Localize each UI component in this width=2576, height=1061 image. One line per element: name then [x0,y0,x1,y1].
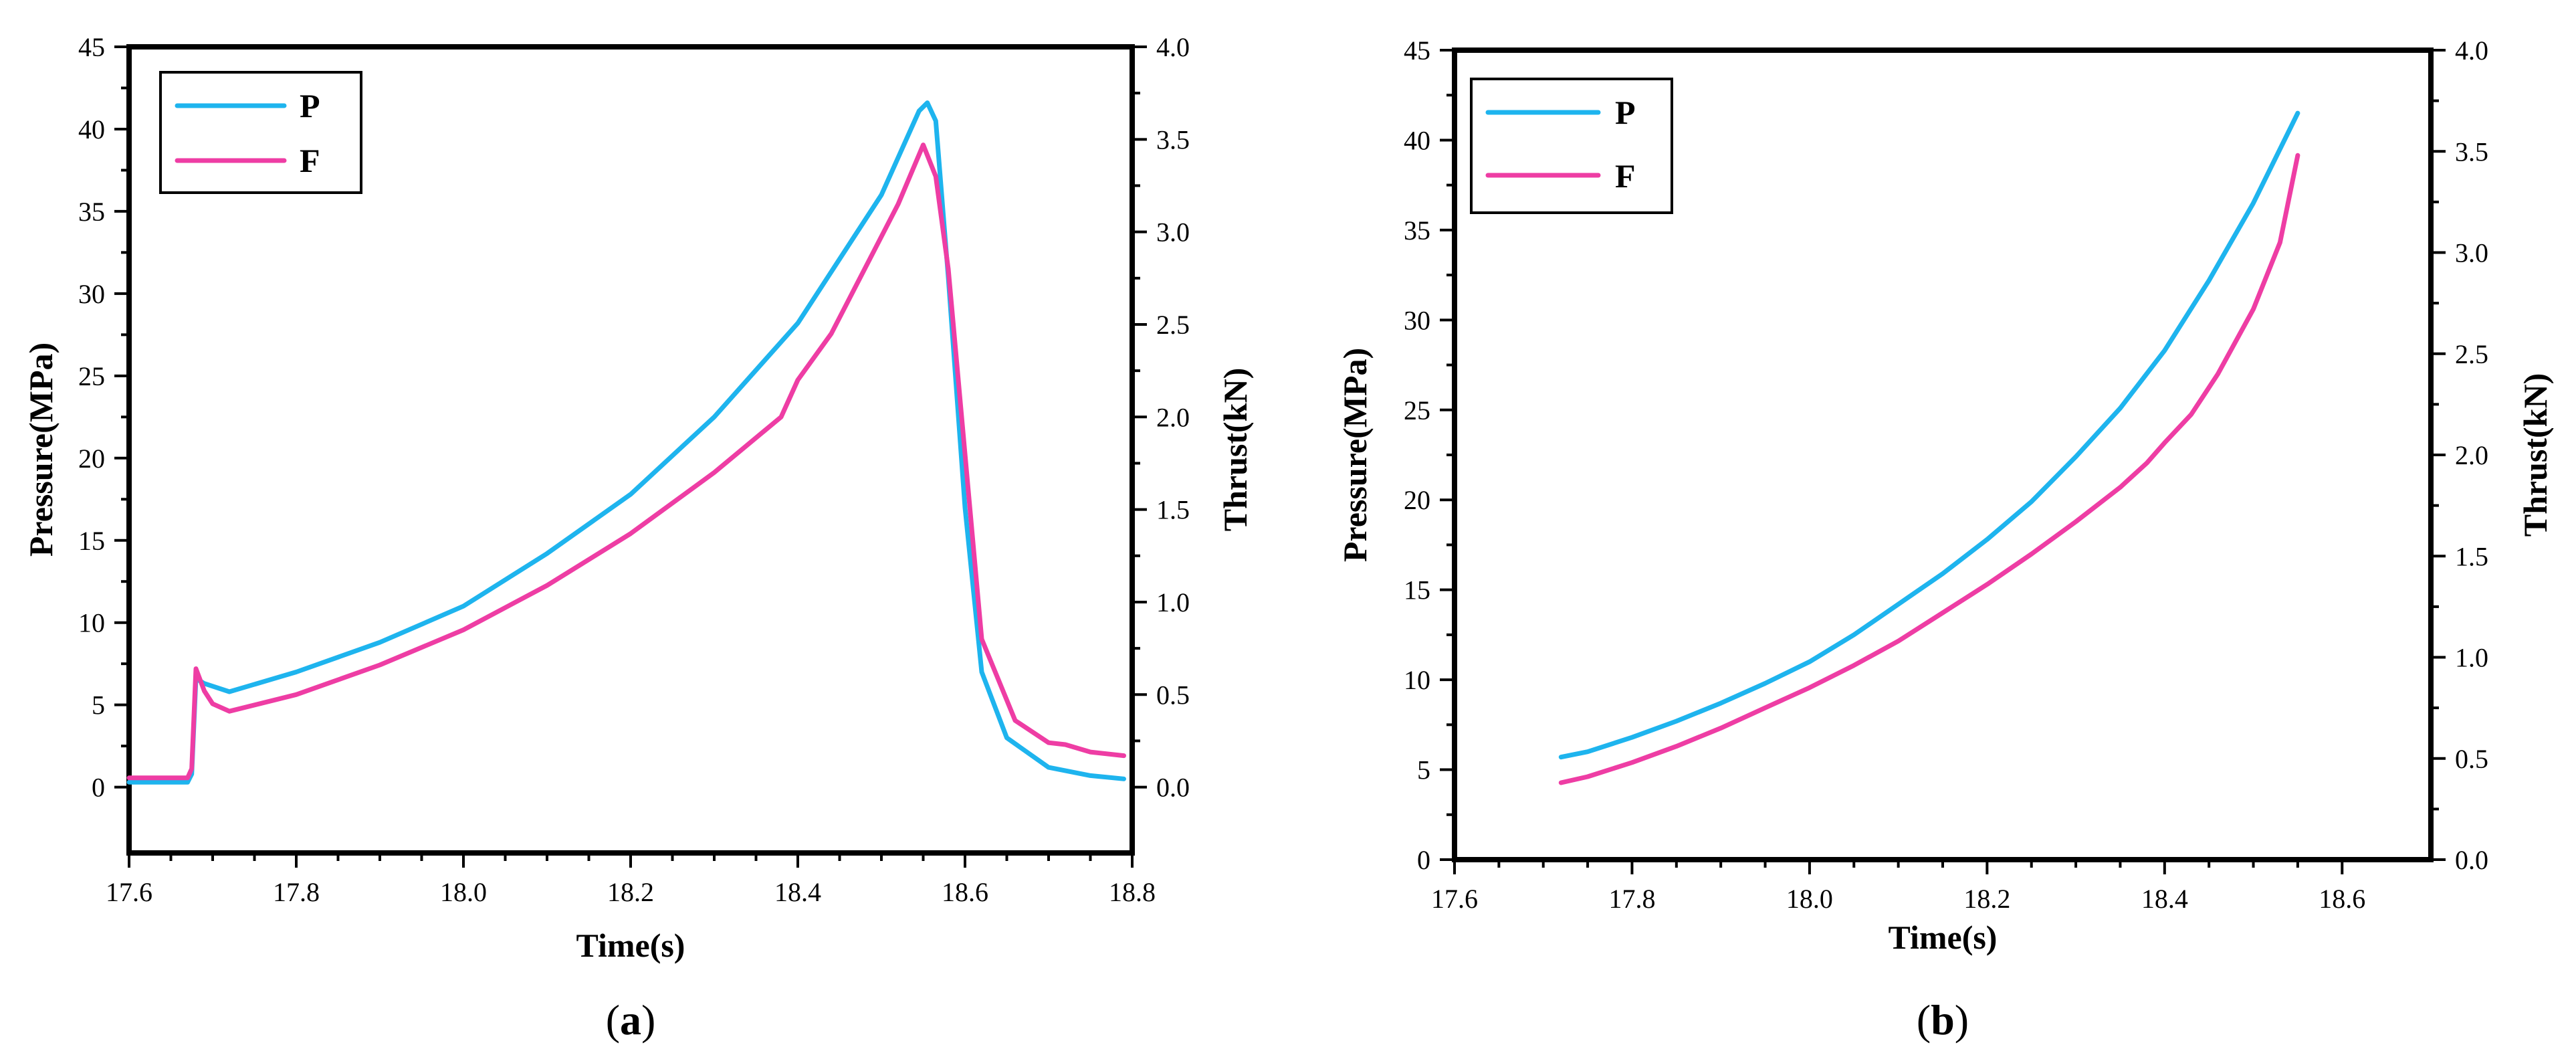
tick-layer: 17.6 17.8 18.0 18.2 18.4 18.6 0 5 10 15 20 25 30 35 40… [1404,35,2488,914]
y-left-tick-label: 35 [1404,215,1430,246]
y-left-tick-label: 10 [78,608,105,638]
y-right-tick-label: 1.5 [1156,495,1190,525]
x-tick-label: 18.6 [942,877,988,907]
y-right-tick-label: 0.0 [2455,845,2488,875]
y-right-tick-label: 1.0 [2455,643,2488,673]
y-right-tick-label: 2.0 [2455,440,2488,470]
y-axis-title-right: Thrust(kN) [2516,373,2554,537]
y-left-tick-label: 20 [78,444,105,474]
y-axis-title-left: Pressure(MPa) [22,343,60,557]
y-right-tick-label: 4.0 [2455,35,2488,66]
x-tick-label: 18.4 [774,877,821,907]
panel-label-open: ( [1917,996,1931,1044]
x-axis-title: Time(s) [576,927,685,964]
panel-label-close: ) [641,996,655,1044]
series-layer [1558,110,2300,785]
y-right-tick-label: 3.5 [2455,136,2488,167]
legend-label-p: P [300,87,320,124]
series-layer [126,100,1126,785]
y-left-tick-label: 30 [1404,305,1430,335]
y-left-tick-label: 35 [78,197,105,227]
legend: P F [159,71,362,194]
y-right-tick-label: 3.0 [2455,238,2488,268]
y-left-tick-label: 0 [92,773,105,803]
x-tick-label: 18.4 [2141,884,2188,914]
series-line-p [126,100,1126,785]
panel-label-letter: a [620,996,641,1044]
panel-label-open: ( [606,996,620,1044]
y-axis-title-right: Thrust(kN) [1216,368,1254,531]
y-left-tick-label: 40 [1404,125,1430,155]
y-right-tick-label: 2.5 [1156,310,1190,340]
series-line-f [126,142,1126,781]
x-tick-label: 17.8 [1608,884,1655,914]
y-left-tick-label: 10 [1404,665,1430,695]
x-tick-label: 18.0 [440,877,487,907]
y-left-tick-label: 15 [1404,575,1430,605]
y-left-tick-label: 5 [1417,755,1430,785]
y-right-tick-label: 2.5 [2455,339,2488,369]
x-tick-label: 18.0 [1786,884,1833,914]
y-left-tick-label: 45 [1404,35,1430,66]
x-tick-label: 17.6 [1431,884,1478,914]
y-right-tick-label: 3.0 [1156,217,1190,248]
y-left-tick-label: 30 [78,279,105,309]
chart-panel-a: 17.6 17.8 18.0 18.2 18.4 18.6 18.8 0 5 10 15 20 25 30… [22,32,1254,1044]
y-right-tick-label: 4.0 [1156,32,1190,62]
y-right-tick-label: 2.0 [1156,402,1190,432]
panel-label-close: ) [1955,996,1969,1044]
y-axis-title-left: Pressure(MPa) [1336,348,1374,562]
y-left-tick-label: 15 [78,526,105,556]
legend-label-f: F [300,142,320,179]
y-left-tick-label: 25 [78,361,105,391]
y-left-tick-label: 25 [1404,395,1430,425]
y-left-tick-label: 20 [1404,485,1430,515]
panel-label-a: (a) [606,996,656,1044]
x-tick-label: 18.2 [1963,884,2010,914]
legend-label-f: F [1615,157,1636,195]
y-left-tick-label: 40 [78,114,105,144]
y-left-tick-label: 0 [1417,845,1430,875]
x-tick-label: 17.6 [106,877,152,907]
panel-label-letter: b [1931,996,1955,1044]
chart-panel-b: 17.6 17.8 18.0 18.2 18.4 18.6 0 5 10 15 20 25 30 35 40… [1336,35,2554,1044]
tick-layer: 17.6 17.8 18.0 18.2 18.4 18.6 18.8 0 5 10 15 20 25 30… [78,32,1190,907]
legend-box [159,71,362,194]
x-tick-label: 18.8 [1109,877,1156,907]
panel-label-b: (b) [1917,996,1969,1044]
y-left-tick-label: 5 [92,690,105,720]
y-left-tick-label: 45 [78,32,105,62]
x-tick-label: 17.8 [273,877,320,907]
series-line-f [1558,153,2300,785]
x-tick-label: 18.2 [607,877,654,907]
y-right-tick-label: 1.5 [2455,541,2488,571]
x-tick-label: 18.6 [2319,884,2365,914]
legend-box [1470,78,1673,214]
legend: P F [1470,78,1673,214]
legend-label-p: P [1615,94,1636,131]
x-axis-title: Time(s) [1889,919,1998,956]
y-right-tick-label: 0.5 [2455,744,2488,774]
y-right-tick-label: 0.0 [1156,773,1190,803]
y-right-tick-label: 1.0 [1156,587,1190,617]
y-right-tick-label: 0.5 [1156,680,1190,710]
y-right-tick-label: 3.5 [1156,124,1190,155]
series-line-p [1558,110,2300,760]
